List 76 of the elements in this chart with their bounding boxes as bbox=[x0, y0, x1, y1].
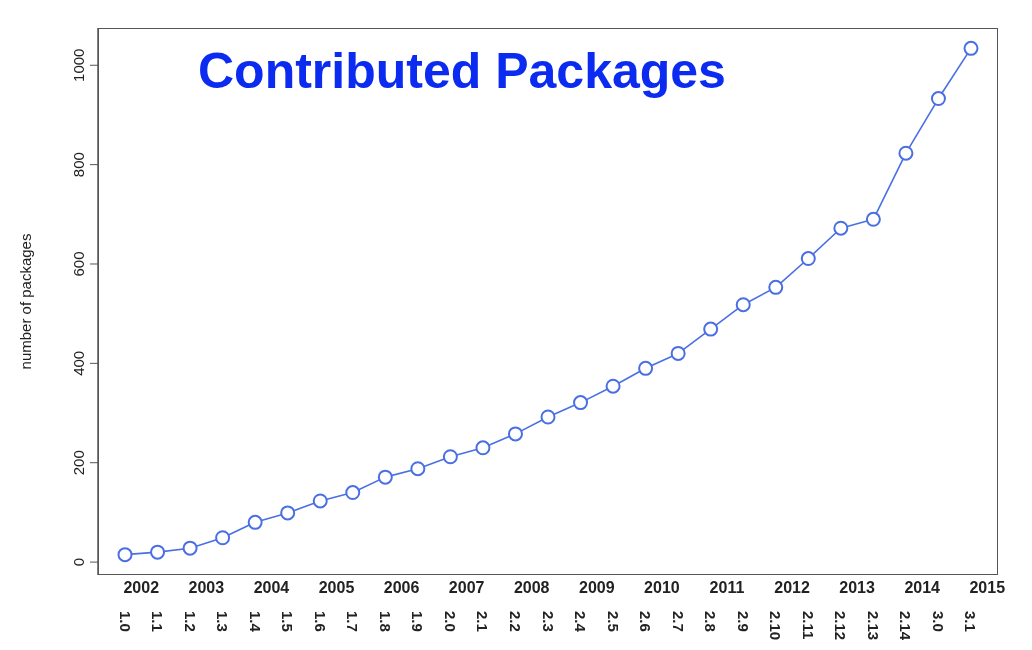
point bbox=[670, 345, 686, 361]
point bbox=[345, 485, 361, 501]
x-tick-label: 1.0 bbox=[116, 611, 134, 632]
y-axis-title: number of packages bbox=[17, 233, 35, 370]
point bbox=[475, 440, 491, 456]
point bbox=[247, 514, 263, 530]
point bbox=[410, 461, 426, 477]
x-tick-label: 1.2 bbox=[181, 611, 199, 632]
chart-title: Contributed Packages bbox=[198, 42, 726, 100]
point bbox=[150, 544, 166, 560]
point bbox=[898, 145, 914, 161]
x2-tick-label: 2007 bbox=[448, 579, 485, 597]
x2-tick-label: 2015 bbox=[969, 579, 1006, 597]
x-tick-label: 2.14 bbox=[897, 611, 915, 641]
point bbox=[800, 251, 816, 267]
x-tick-label: 2.12 bbox=[832, 611, 850, 641]
x2-tick-label: 2003 bbox=[188, 579, 225, 597]
point bbox=[930, 91, 946, 107]
point bbox=[735, 297, 751, 313]
point bbox=[280, 505, 296, 521]
x-tick-label: 1.1 bbox=[149, 611, 167, 632]
x-tick-label: 2.3 bbox=[539, 611, 557, 632]
x-tick-label: 2.13 bbox=[864, 611, 882, 641]
x-tick-label: 2.6 bbox=[637, 611, 655, 632]
y-tick-label: 1000 bbox=[70, 48, 87, 82]
x-tick-label: 2.1 bbox=[474, 611, 492, 632]
point bbox=[638, 360, 654, 376]
x2-tick-label: 2005 bbox=[318, 579, 355, 597]
point bbox=[833, 220, 849, 236]
x-tick-label: 1.5 bbox=[279, 611, 297, 632]
x-tick-label: 1.6 bbox=[311, 611, 329, 632]
y-tick-label: 600 bbox=[70, 251, 87, 277]
point bbox=[117, 547, 133, 563]
point bbox=[215, 530, 231, 546]
x2-tick-label: 2002 bbox=[123, 579, 160, 597]
x-tick-label: 2.2 bbox=[506, 611, 524, 632]
x-tick-label: 1.8 bbox=[376, 611, 394, 632]
point bbox=[312, 493, 328, 509]
point bbox=[703, 321, 719, 337]
x-tick-label: 3.1 bbox=[962, 611, 980, 632]
y-tick-label: 200 bbox=[70, 450, 87, 476]
point bbox=[507, 426, 523, 442]
x-tick-label: 1.3 bbox=[214, 611, 232, 632]
point bbox=[442, 449, 458, 465]
point bbox=[573, 395, 589, 411]
x-tick-label: 2.7 bbox=[669, 611, 687, 632]
point bbox=[865, 211, 881, 227]
x2-tick-label: 2009 bbox=[579, 579, 615, 597]
x-tick-label: 1.4 bbox=[246, 611, 264, 633]
x2-tick-label: 2014 bbox=[904, 579, 940, 597]
x-tick-label: 2.0 bbox=[441, 611, 459, 632]
x-tick-label: 2.10 bbox=[767, 611, 785, 641]
point bbox=[605, 378, 621, 394]
x2-tick-label: 2010 bbox=[644, 579, 680, 597]
x-tick-label: 3.0 bbox=[929, 611, 947, 632]
point bbox=[963, 40, 979, 56]
point bbox=[182, 540, 198, 556]
point bbox=[377, 469, 393, 485]
x2-tick-label: 2013 bbox=[839, 579, 875, 597]
x-tick-label: 1.7 bbox=[344, 611, 362, 632]
x-tick-label: 1.9 bbox=[409, 611, 427, 632]
x-tick-label: 2.11 bbox=[799, 611, 817, 640]
point bbox=[768, 279, 784, 295]
x2-tick-label: 2006 bbox=[383, 579, 420, 597]
point bbox=[540, 409, 556, 425]
y-tick-label: 800 bbox=[70, 152, 87, 178]
x2-tick-label: 2011 bbox=[709, 579, 745, 597]
x2-tick-label: 2004 bbox=[253, 579, 290, 597]
x-tick-label: 2.5 bbox=[604, 611, 622, 632]
x2-tick-label: 2008 bbox=[513, 579, 550, 597]
y-tick-label: 0 bbox=[70, 557, 87, 567]
y-tick-label: 400 bbox=[70, 350, 87, 376]
x-tick-label: 2.4 bbox=[572, 611, 590, 633]
x2-tick-label: 2012 bbox=[774, 579, 810, 597]
x-tick-label: 2.8 bbox=[702, 611, 720, 632]
x-tick-label: 2.9 bbox=[734, 611, 752, 632]
